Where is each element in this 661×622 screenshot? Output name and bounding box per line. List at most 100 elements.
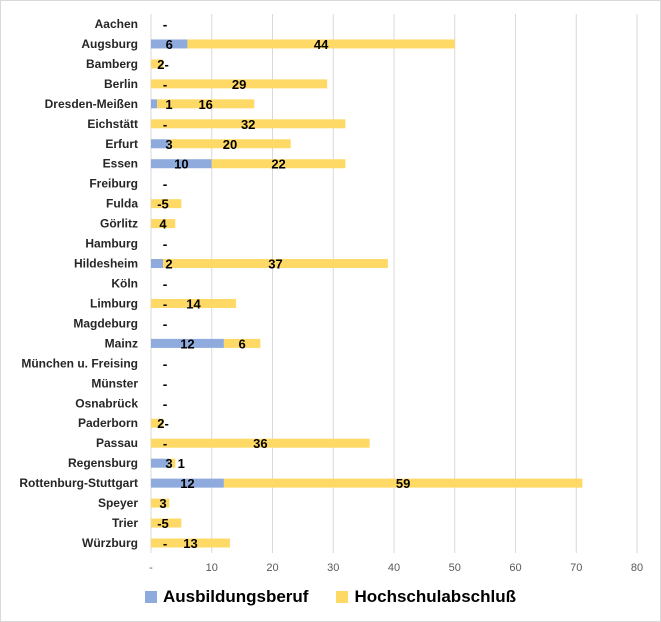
x-tick-label: 60 [509, 562, 521, 574]
data-label: - [163, 356, 167, 371]
bar-hochschulabschluss [151, 438, 370, 448]
category-label: Görlitz [100, 217, 138, 231]
bar-hochschulabschluss [151, 298, 237, 308]
category-label: Regensburg [68, 456, 138, 470]
data-label: 3 [159, 496, 166, 511]
category-label: Münster [91, 376, 138, 390]
category-label: Köln [111, 277, 138, 291]
x-tick-label: 70 [570, 562, 582, 574]
bar-hochschulabschluss [163, 259, 388, 269]
data-label: - [163, 277, 167, 292]
bar-hochschulabschluss [223, 338, 261, 348]
x-tick-label: 40 [388, 562, 400, 574]
category-label: Essen [103, 157, 138, 171]
data-label: - [163, 277, 167, 292]
data-label: 2- [157, 416, 169, 431]
data-label: 22 [271, 157, 285, 172]
data-label: 3 [165, 456, 172, 471]
category-label: Paderborn [78, 416, 138, 430]
legend-swatch-ausbildungsberuf [145, 591, 157, 603]
data-label: - [163, 177, 167, 192]
category-label: Osnabrück [75, 396, 138, 410]
legend-item-hochschulabschluss: Hochschulabschluß [336, 587, 516, 607]
bar-ausbildungsberuf [151, 338, 224, 348]
data-label: - [163, 396, 167, 411]
category-label: Rottenburg-Stuttgart [19, 476, 138, 490]
data-label: 2 [165, 257, 172, 272]
bar-hochschulabschluss [151, 79, 328, 89]
data-label: 37 [268, 257, 282, 272]
x-tick-label: - [149, 562, 153, 574]
data-label: - [163, 316, 167, 331]
bar-hochschulabschluss [169, 139, 291, 149]
data-label: 12 [180, 476, 194, 491]
legend-item-ausbildungsberuf: Ausbildungsberuf [145, 587, 308, 607]
data-label: - [163, 376, 167, 391]
data-label: -5 [157, 197, 169, 212]
category-label: Eichstätt [87, 117, 138, 131]
data-label: 44 [314, 37, 329, 52]
category-label: Augsburg [81, 37, 138, 51]
category-label: Freiburg [89, 177, 138, 191]
data-label: 1 [178, 456, 185, 471]
data-label: 3 [165, 137, 172, 152]
data-label: 10 [174, 157, 188, 172]
x-axis-tick-labels: - 10 20 30 40 50 60 70 80 [149, 562, 643, 574]
x-tick-label: 80 [631, 562, 643, 574]
bar-hochschulabschluss [151, 119, 346, 129]
category-label: Magdeburg [73, 316, 138, 330]
bar-hochschulabschluss [151, 498, 170, 508]
category-label: Mainz [105, 336, 138, 350]
category-label: Trier [112, 516, 138, 530]
category-label: München u. Freising [21, 356, 138, 370]
data-label: 14 [186, 296, 201, 311]
x-tick-label: 50 [449, 562, 461, 574]
data-label: 36 [253, 436, 267, 451]
category-label: Dresden-Meißen [45, 97, 138, 111]
legend-label-hochschulabschluss: Hochschulabschluß [354, 587, 516, 606]
bar-hochschulabschluss [151, 518, 182, 528]
category-labels: Aachen Augsburg Bamberg Berlin Dresden-Meiße… [19, 17, 138, 550]
data-label: 32 [241, 117, 255, 132]
data-label: 16 [198, 97, 212, 112]
data-label: 4 [159, 217, 167, 232]
bar-hochschulabschluss [223, 478, 583, 488]
bar-hochschulabschluss [151, 538, 230, 548]
x-tick-label: 10 [206, 562, 218, 574]
data-label: - [163, 177, 167, 192]
bars [151, 39, 583, 548]
bar-ausbildungsberuf [151, 139, 170, 149]
bar-ausbildungsberuf [151, 99, 158, 109]
data-label: - [163, 296, 167, 311]
bar-hochschulabschluss [211, 159, 346, 169]
category-label: Aachen [95, 17, 138, 31]
data-label: - [163, 536, 167, 551]
bar-hochschulabschluss [151, 59, 164, 69]
gridlines [150, 14, 638, 553]
data-label: - [163, 356, 167, 371]
category-label: Passau [96, 436, 138, 450]
bar-ausbildungsberuf [151, 458, 170, 468]
data-label: 1 [165, 97, 172, 112]
x-tick-label: 20 [266, 562, 278, 574]
data-label: - [163, 436, 167, 451]
category-label: Hildesheim [74, 257, 138, 271]
data-label: 13 [183, 536, 197, 551]
legend: Ausbildungsberuf Hochschulabschluß [0, 584, 661, 610]
data-label: 20 [223, 137, 237, 152]
bar-ausbildungsberuf [151, 39, 188, 49]
category-label: Speyer [98, 496, 138, 510]
bar-hochschulabschluss [151, 199, 182, 209]
data-label: - [163, 376, 167, 391]
bar-hochschulabschluss [157, 99, 255, 109]
data-label: 59 [396, 476, 410, 491]
data-label: - [163, 77, 167, 92]
bar-hochschulabschluss [169, 458, 176, 468]
category-label: Würzburg [82, 536, 138, 550]
data-label: - [163, 237, 167, 252]
data-label: 12 [180, 336, 194, 351]
legend-label-ausbildungsberuf: Ausbildungsberuf [163, 587, 309, 606]
